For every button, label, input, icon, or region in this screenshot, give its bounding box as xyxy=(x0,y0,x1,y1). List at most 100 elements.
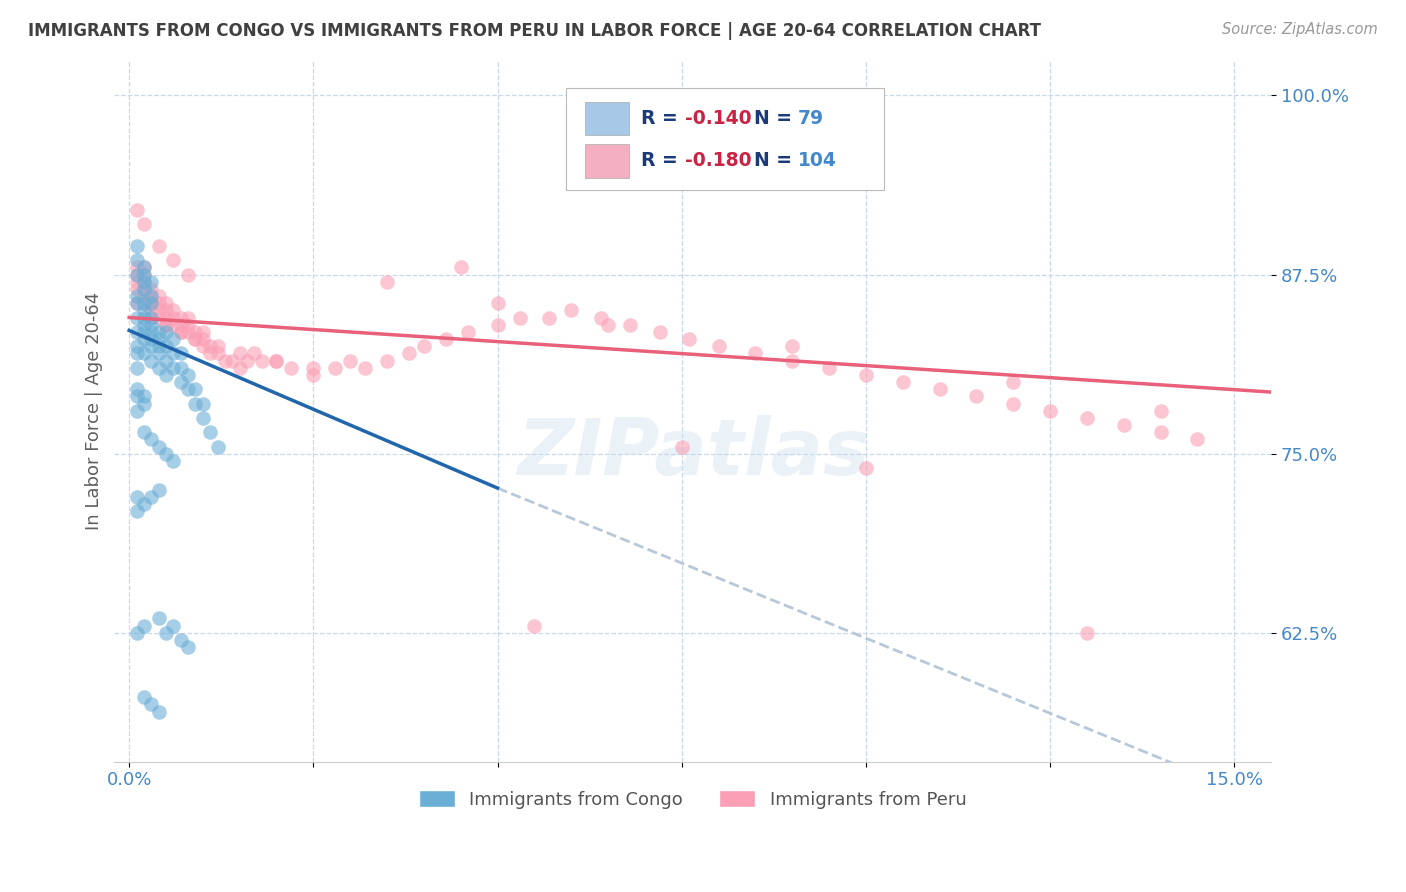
Point xyxy=(228,360,250,375)
Point xyxy=(141,289,163,303)
Point xyxy=(1076,410,1098,425)
Point xyxy=(155,318,177,332)
Text: -0.140: -0.140 xyxy=(685,109,751,128)
Point xyxy=(132,296,155,310)
Point xyxy=(148,346,170,360)
Point xyxy=(170,318,193,332)
Point xyxy=(141,289,163,303)
Point xyxy=(162,310,184,325)
Point xyxy=(125,239,148,253)
Point xyxy=(132,268,155,282)
Text: 79: 79 xyxy=(799,109,824,128)
Point xyxy=(434,332,457,346)
Point xyxy=(818,360,841,375)
Point xyxy=(148,239,170,253)
Point xyxy=(170,325,193,339)
Point xyxy=(148,611,170,625)
Point xyxy=(141,433,163,447)
Point xyxy=(207,339,229,353)
Point xyxy=(162,318,184,332)
Point xyxy=(671,440,693,454)
Point xyxy=(228,346,250,360)
Point xyxy=(125,310,148,325)
Point xyxy=(141,698,163,712)
Point xyxy=(125,289,148,303)
Point xyxy=(132,318,155,332)
Point xyxy=(243,346,266,360)
Point xyxy=(162,454,184,468)
Text: N =: N = xyxy=(754,109,799,128)
Point xyxy=(325,360,347,375)
Point xyxy=(125,625,148,640)
Point xyxy=(450,260,472,275)
Text: R =: R = xyxy=(641,152,683,170)
Point xyxy=(125,382,148,396)
Point xyxy=(132,396,155,410)
Point xyxy=(148,440,170,454)
Point xyxy=(125,282,148,296)
Point xyxy=(155,625,177,640)
Point xyxy=(266,353,288,368)
Point xyxy=(184,396,207,410)
Point xyxy=(148,296,170,310)
Point xyxy=(148,483,170,497)
Point xyxy=(1002,375,1025,389)
Point xyxy=(221,353,243,368)
Point xyxy=(214,353,236,368)
Point xyxy=(155,368,177,382)
Point xyxy=(560,303,582,318)
Point xyxy=(198,346,221,360)
Point xyxy=(1149,403,1171,417)
Point xyxy=(141,339,163,353)
Point xyxy=(141,332,163,346)
Point xyxy=(148,332,170,346)
Point xyxy=(132,497,155,511)
Point xyxy=(125,346,148,360)
Point xyxy=(125,275,148,289)
Point xyxy=(125,325,148,339)
Text: 104: 104 xyxy=(799,152,837,170)
Point xyxy=(354,360,377,375)
Point xyxy=(155,303,177,318)
Point xyxy=(132,268,155,282)
Point xyxy=(132,425,155,440)
Point xyxy=(132,346,155,360)
Point xyxy=(1112,417,1135,432)
Point xyxy=(648,325,671,339)
Point xyxy=(132,310,155,325)
Point xyxy=(141,303,163,318)
Point xyxy=(191,325,214,339)
Point xyxy=(155,296,177,310)
Point xyxy=(191,339,214,353)
Point xyxy=(1149,425,1171,440)
Point xyxy=(125,253,148,268)
Point xyxy=(132,282,155,296)
Point xyxy=(141,490,163,504)
Point xyxy=(141,282,163,296)
Point xyxy=(780,353,803,368)
Point xyxy=(412,339,434,353)
Point xyxy=(141,296,163,310)
Point xyxy=(170,360,193,375)
Point xyxy=(191,396,214,410)
Point xyxy=(280,360,302,375)
Point xyxy=(148,310,170,325)
Point xyxy=(177,268,200,282)
Point xyxy=(177,318,200,332)
Point xyxy=(457,325,479,339)
Point xyxy=(132,289,155,303)
Point xyxy=(132,389,155,403)
Point xyxy=(148,360,170,375)
Point xyxy=(125,202,148,217)
Point xyxy=(1002,396,1025,410)
Point xyxy=(486,296,509,310)
FancyBboxPatch shape xyxy=(585,144,628,178)
Point xyxy=(125,389,148,403)
Point xyxy=(155,447,177,461)
FancyBboxPatch shape xyxy=(565,87,883,189)
Point xyxy=(155,353,177,368)
Point xyxy=(141,325,163,339)
Point xyxy=(162,346,184,360)
FancyBboxPatch shape xyxy=(585,102,628,136)
Point xyxy=(207,346,229,360)
